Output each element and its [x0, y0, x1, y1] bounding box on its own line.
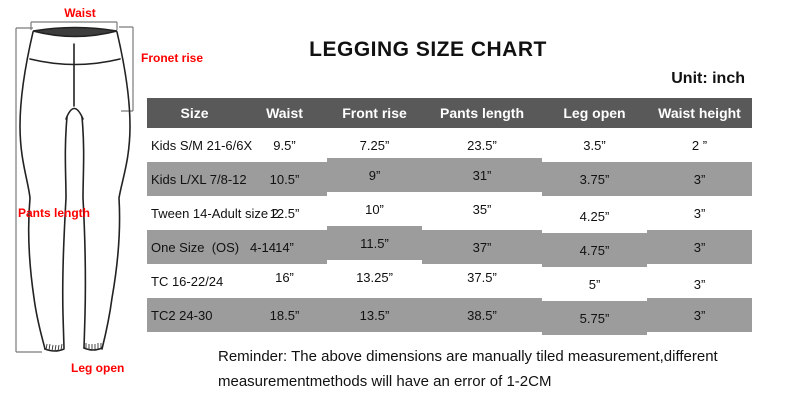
crotch-seam: [65, 107, 84, 120]
cell-waist-height: 3”: [647, 298, 752, 332]
col-header-waist: Waist: [242, 98, 327, 128]
cell-leg-open: 4.25”: [579, 208, 610, 224]
left-leg-outer-edge: [19, 31, 46, 350]
col-header-waist-height: Waist height: [647, 98, 752, 128]
cell-front-rise: 9”: [327, 158, 422, 192]
right-leg-outer-edge: [101, 31, 131, 350]
cell-waist: 18.5”: [242, 298, 327, 332]
right-leg-inner-edge: [81, 116, 87, 349]
cell-waist-height: 3”: [693, 276, 706, 292]
diagram-label-pants-length: Pants length: [18, 206, 91, 220]
cell-waist: 16”: [275, 269, 294, 285]
table-header-row: Size Waist Front rise Pants length Leg o…: [147, 98, 752, 128]
col-header-leg-open: Leg open: [542, 98, 647, 128]
cell-waist-height: 3”: [693, 205, 706, 221]
cell-waist: 9.5”: [273, 137, 296, 153]
cell-waist-height: 2 ”: [691, 137, 708, 153]
page-title: LEGGING SIZE CHART: [309, 38, 547, 61]
cell-size: Kids S/M 21-6/6X: [151, 137, 253, 153]
cell-front-rise: 13.25”: [356, 269, 393, 285]
diagram-label-front-rise: Fronet rise: [141, 51, 204, 65]
reminder-line-1: Reminder: The above dimensions are manua…: [218, 348, 718, 365]
cell-waist: 10.5”: [242, 162, 327, 196]
cell-size: TC2 24-30: [147, 298, 242, 332]
col-header-front-rise: Front rise: [327, 98, 422, 128]
cell-size: TC 16-22/24: [151, 273, 224, 289]
cell-pants-length: 37”: [422, 230, 542, 264]
size-table: Size Waist Front rise Pants length Leg o…: [147, 98, 752, 335]
col-header-pants-length: Pants length: [422, 98, 542, 128]
cell-size: One Size (OS) 4-14: [147, 230, 276, 264]
right-cuff: [83, 347, 103, 351]
cell-leg-open: 5.75”: [542, 301, 647, 335]
waistband-bottom-seam: [29, 58, 121, 66]
table-row: Tween 14-Adult size 2 12.5” 10” 35” 4.25…: [147, 196, 752, 230]
reminder-text: Reminder: The above dimensions are manua…: [218, 344, 718, 394]
left-cuff: [44, 348, 65, 352]
table-row: TC2 24-30 18.5” 13.5” 38.5” 5.75” 3”: [147, 298, 752, 335]
cell-leg-open: 3.5”: [583, 137, 606, 153]
cell-pants-length: 35”: [472, 201, 492, 217]
waist-measure-line: [30, 21, 118, 30]
leggings-diagram: Waist Fronet rise Pants length Leg open: [0, 0, 210, 412]
cell-waist-height: 3”: [647, 230, 752, 264]
leggings-line-drawing: [15, 21, 134, 353]
cell-pants-length: 31”: [422, 158, 542, 192]
diagram-label-waist: Waist: [64, 6, 96, 20]
reminder-line-2: measurementmethods will have an error of…: [218, 373, 552, 390]
cell-pants-length: 38.5”: [422, 298, 542, 332]
waistband-outline: [32, 26, 118, 38]
cell-pants-length: 23.5”: [467, 137, 497, 153]
cell-front-rise: 11.5”: [327, 226, 422, 260]
cell-waist: 12.5”: [269, 205, 300, 221]
cell-size: Kids L/XL 7/8-12: [147, 162, 247, 196]
left-leg-inner-edge: [61, 116, 68, 349]
cell-leg-open: 3.75”: [542, 162, 647, 196]
cell-front-rise: 13.5”: [327, 298, 422, 332]
cell-size: Tween 14-Adult size 2: [151, 205, 279, 221]
cell-waist-height: 3”: [647, 162, 752, 196]
table-row: TC 16-22/24 16” 13.25” 37.5” 5” 3”: [147, 264, 752, 298]
pants-length-measure-line: [15, 27, 42, 353]
unit-label: Unit: inch: [671, 70, 745, 87]
col-header-size: Size: [147, 98, 242, 128]
cell-front-rise: 7.25”: [359, 137, 390, 153]
table-row: Kids S/M 21-6/6X 9.5” 7.25” 23.5” 3.5” 2…: [147, 128, 752, 162]
diagram-label-leg-open: Leg open: [71, 361, 125, 375]
table-row: Kids L/XL 7/8-12 10.5” 9” 31” 3.75” 3”: [147, 158, 752, 196]
cuff-hatching: [45, 343, 102, 352]
cell-leg-open: 4.75”: [542, 233, 647, 267]
cell-leg-open: 5”: [588, 276, 601, 292]
cell-waist: 14”: [242, 230, 327, 264]
cell-pants-length: 37.5”: [467, 269, 497, 285]
cell-front-rise: 10”: [365, 201, 384, 217]
front-rise-measure-line: [119, 26, 134, 112]
table-row: One Size (OS) 4-14 14” 11.5” 37” 4.75” 3…: [147, 226, 752, 267]
